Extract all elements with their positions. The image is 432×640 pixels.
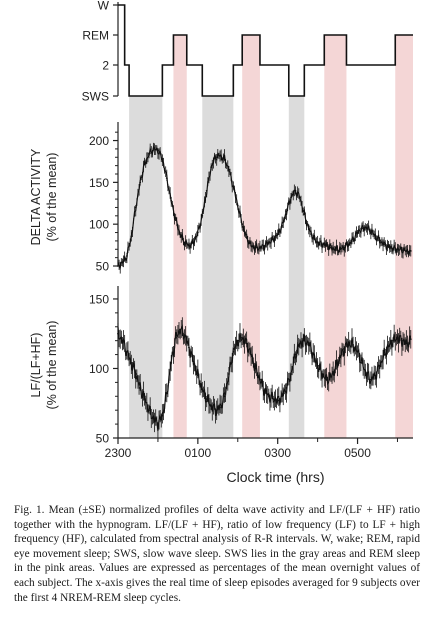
series-line: [117, 145, 412, 271]
y-tick-label: 50: [96, 432, 110, 446]
y-axis-subtitle: (% of the mean): [45, 321, 59, 410]
hypnogram: W REM 2 SWS: [82, 0, 413, 104]
figure-caption: Fig. 1. Mean (±SE) normalized profiles o…: [14, 503, 420, 605]
x-axis: 2300 0100 0300 0500 Clock time (hrs): [105, 437, 413, 485]
hypnogram-stage-label: SWS: [82, 90, 109, 104]
sws-band: [202, 96, 234, 438]
hypnogram-stage-label: REM: [82, 29, 109, 43]
rem-band: [324, 35, 347, 438]
data-point: [223, 395, 226, 398]
data-point: [117, 265, 119, 267]
y-tick-label: 150: [89, 176, 109, 190]
delta-activity-panel: 200 150 100 50 DELTA ACTIVITY (% of the mean): [29, 122, 412, 274]
y-axis-title: LF/(LF+HF): [29, 333, 43, 398]
series-line: [117, 324, 412, 432]
sws-band: [129, 96, 163, 438]
y-tick-label: 150: [89, 292, 109, 306]
caption-text: Fig. 1. Mean (±SE) normalized profiles o…: [14, 504, 420, 604]
x-tick-label: 0300: [264, 446, 291, 460]
y-tick-label: 200: [89, 134, 109, 148]
sws-band: [288, 96, 305, 438]
hypnogram-stage-label: W: [98, 0, 110, 13]
y-axis-title: DELTA ACTIVITY: [29, 148, 43, 245]
y-tick-label: 100: [89, 362, 109, 376]
y-axis-subtitle: (% of the mean): [45, 153, 59, 242]
y-tick-label: 100: [89, 218, 109, 232]
hypnogram-line: [118, 4, 413, 97]
rem-band: [395, 35, 413, 438]
hypnogram-stage-label: 2: [102, 59, 109, 73]
y-tick-label: 50: [96, 260, 110, 274]
x-tick-label: 2300: [105, 446, 132, 460]
sleep-stage-bands: [129, 35, 413, 438]
x-tick-label: 0500: [344, 446, 371, 460]
lf-hf-ratio-panel: 150 100 50 LF/(LF+HF) (% of the mean): [29, 286, 412, 446]
x-axis-title: Clock time (hrs): [226, 469, 324, 485]
x-tick-label: 0100: [184, 446, 211, 460]
